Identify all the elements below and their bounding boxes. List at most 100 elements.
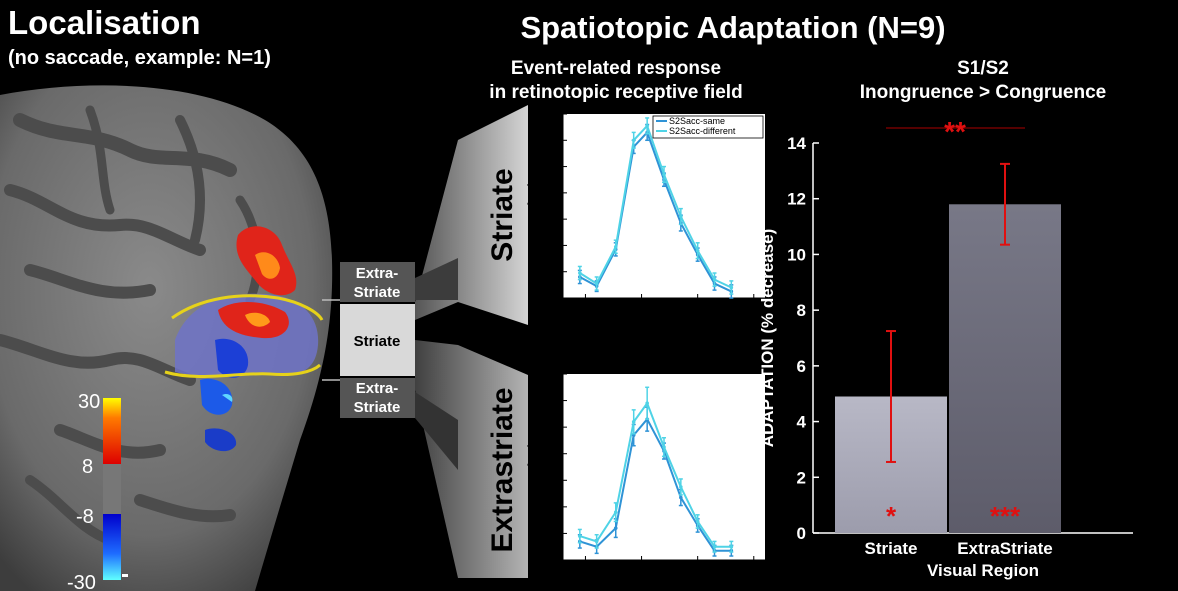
series-line [579,123,732,289]
activation-negative [200,338,249,452]
data-point [613,244,618,249]
data-point [645,124,649,128]
data-point [578,271,582,275]
y-tick-label: -0.2 [540,293,559,305]
data-point [712,544,717,549]
erp-chart-striate: -0.2 0 0.2 0.4 0.6 0.8 1 1.2 0 5 10 15 Beta [a.u.] S2… [527,109,765,316]
data-point [578,534,582,538]
data-point [613,510,618,514]
data-point [695,519,700,524]
y-tick-label: 8 [797,301,806,320]
y-tick-label: 1 [553,396,559,408]
x-tick-label: 15 [748,304,760,316]
localisation-title: Localisation [8,4,201,41]
y-tick-label: 0.2 [544,502,559,514]
panel-label-striate: Striate [486,168,519,261]
y-tick-label: 0.4 [544,475,559,487]
x-tick-label: 0 [582,304,588,316]
y-tick-label: 4 [797,413,807,432]
legend-box [652,115,764,139]
y-tick-label: 0.2 [544,240,559,252]
y-tick-label: 0.8 [544,422,559,434]
connector-wedges [415,105,528,578]
y-tick-label: 6 [797,357,806,376]
x-tick-label: 5 [638,566,644,578]
data-point [679,485,683,489]
y-axis-label: ADAPTATION (% decrease) [758,229,777,448]
category-label: ExtraStriate [957,539,1052,558]
label-extra-top-line1: Extra- [356,265,399,282]
label-striate: Striate [354,333,401,350]
plot-area [563,374,765,560]
data-point [695,248,700,253]
label-extra-bottom-line1: Extra- [356,380,399,397]
significance-marker: *** [990,501,1021,531]
bar-title-line2: Inongruence > Congruence [860,82,1107,103]
y-tick-label: 12 [787,190,806,209]
y-tick-label: 0.8 [544,162,559,174]
y-tick-label: 1.2 [544,109,559,121]
erp-chart-extrastriate: -0.2 0 0.2 0.4 0.6 0.8 1 1.2 0 5 10 15 Beta [a.u.] Ti… [527,369,765,590]
bar-title-line1: S1/S2 [957,58,1009,79]
data-point [594,281,599,286]
legend-label: S2Sacc-same [669,116,725,126]
colorbar-tick-minus8: -8 [76,506,94,528]
y-tick-label: 0 [797,524,806,543]
y-tick-label: -0.2 [540,555,559,567]
y-tick-label: 0.4 [544,214,559,226]
label-extra-bottom-line2: Striate [354,399,401,416]
data-point [594,539,599,544]
x-tick-label: 5 [638,304,644,316]
data-point [679,214,683,219]
y-tick-label: 1.2 [544,369,559,381]
y-axis-label: Beta [a.u.] [527,183,538,229]
data-point [613,526,618,530]
localisation-subtitle: (no saccade, example: N=1) [8,47,271,69]
activation-positive [218,226,297,339]
data-point [729,285,734,290]
x-tick-label: 15 [748,566,760,578]
data-point [712,277,717,282]
x-axis-label: Visual Region [927,561,1039,580]
significance-marker: * [886,501,897,531]
data-point [679,495,683,500]
plot-area [563,114,765,298]
data-point [662,172,666,177]
label-extra-top-line2: Striate [354,284,401,301]
y-tick-label: 14 [787,134,806,153]
series-line [579,401,732,548]
data-point [645,401,649,406]
erp-title-line2: in retinotopic receptive field [489,82,742,103]
y-tick-label: 0.6 [544,188,559,200]
y-tick-label: 1 [553,135,559,147]
panel-label-extrastriate: Extrastriate [486,387,519,552]
data-point [631,420,636,424]
bar [949,204,1061,534]
x-tick-label: 0 [582,566,588,578]
main-title: Spatiotopic Adaptation (N=9) [520,10,945,45]
y-tick-label: 0.6 [544,449,559,461]
label-box-extra-bottom [340,378,415,418]
series-line [579,417,732,552]
comparison-marker: ** [944,116,966,147]
x-tick-label: 10 [692,304,704,316]
category-label: Striate [865,539,918,558]
y-axis-label: Beta [a.u.] [527,444,538,490]
data-point [662,445,666,449]
striate-border-top [171,294,324,321]
label-box-extra-top [340,262,415,302]
striate-border-bottom [164,363,321,379]
colorbar-tick-8: 8 [82,456,93,478]
label-box-striate [340,304,415,376]
y-tick-label: 0 [553,267,559,279]
y-tick-label: 2 [797,468,806,487]
adaptation-bar-chart: 0 2 4 6 8 10 12 14 * Striate *** ExtraStriate ** ADAP… [758,116,1133,580]
legend-label: S2Sacc-different [669,126,736,136]
y-tick-label: 0 [553,528,559,540]
data-point [631,138,636,143]
colorbar [103,398,128,580]
erp-title-line1: Event-related response [511,58,721,79]
colorbar-tick-30: 30 [78,391,100,413]
colorbar-tick-minus30: -30 [67,572,96,591]
